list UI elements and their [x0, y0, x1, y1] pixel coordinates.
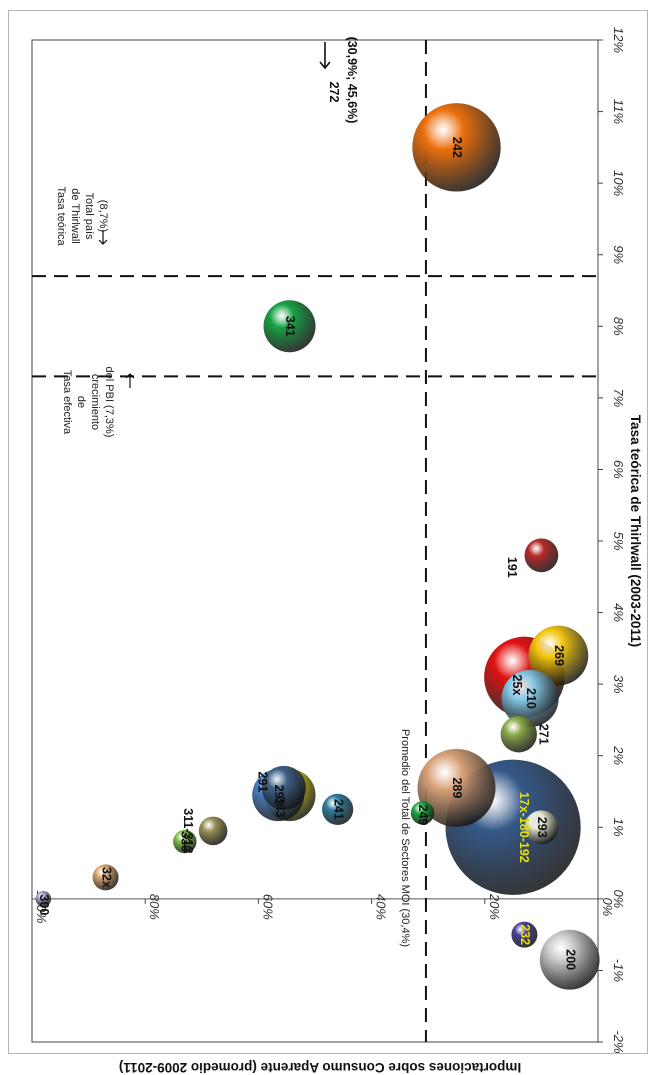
reference-annotation: de — [75, 396, 87, 408]
bubble — [500, 716, 537, 753]
x-tick-label: 3% — [611, 675, 626, 694]
bubble-label: 343 — [273, 797, 287, 818]
bubble-label: 17x-180-192 — [517, 792, 531, 863]
y-tick-label: 20% — [487, 893, 502, 920]
x-tick-label: 1% — [611, 818, 626, 837]
bubble-label: 210 — [524, 688, 538, 709]
reference-annotation: crecimiento — [89, 374, 101, 430]
x-tick-label: 8% — [611, 317, 626, 336]
bubble-label: 271 — [536, 724, 550, 745]
bubble — [501, 669, 559, 728]
bubble — [528, 625, 589, 686]
bubble-label: 341 — [283, 316, 297, 337]
bubble-label: 249 — [416, 805, 430, 826]
x-tick-label: 6% — [611, 460, 626, 479]
reference-annotation: (8,7%) — [97, 200, 109, 232]
bubble-label: 232 — [518, 924, 532, 945]
bubble — [35, 891, 52, 907]
x-tick-label: 10% — [611, 170, 626, 196]
y-tick-label: 0% — [600, 897, 615, 916]
bubble-label: 300 — [37, 894, 51, 915]
x-tick-label: -1% — [611, 959, 626, 982]
reference-annotation: del PBI (7,3%) — [103, 367, 115, 438]
x-tick-label: 12% — [611, 27, 626, 53]
reference-arrow — [98, 230, 108, 245]
bubble-label: 292 — [272, 785, 286, 806]
bubble-label: 25x — [510, 675, 524, 696]
reference-arrow — [125, 373, 135, 388]
reference-annotation: Promedio del Total de Sectores MOI (30,4… — [399, 729, 411, 947]
y-axis-title: Importaciones sobre Consumo Aparente (pr… — [119, 1060, 521, 1075]
bubble-label: 330 — [179, 831, 193, 852]
bubble-label: 289 — [450, 777, 464, 798]
offchart-arrow — [319, 42, 331, 70]
x-tick-label: 0% — [611, 889, 626, 908]
bubble — [322, 793, 354, 825]
x-tick-label: 7% — [611, 388, 626, 407]
bubble — [539, 929, 600, 990]
bubble — [198, 816, 228, 846]
x-tick-label: 9% — [611, 245, 626, 264]
bubble — [511, 921, 538, 948]
offchart-label: 272 — [327, 82, 341, 103]
bubble-label: 191 — [505, 557, 519, 578]
bubble-label: 32x — [99, 867, 113, 888]
y-tick-label: 60% — [260, 894, 275, 920]
bubble-label: 291 — [256, 771, 270, 792]
plot-area: -2% -1% 0% 1% 2% 3% 4% 5% 6% 7% 8% 9% 10% 11% 12% 0% 20%… — [31, 27, 643, 1075]
bubble — [524, 538, 559, 573]
y-tick-label: 40% — [374, 894, 389, 920]
y-tick-label: 80% — [147, 894, 162, 920]
x-axis-title: Tasa teórica de Thirlwall (2003-2011) — [628, 415, 643, 647]
bubble-label: 293 — [535, 817, 549, 838]
x-tick-label: 11% — [611, 99, 626, 124]
reference-annotation: Tasa efectiva — [61, 370, 73, 435]
bubble — [263, 300, 316, 353]
reference-annotation: Total país — [83, 192, 95, 240]
x-tick-label: 4% — [611, 603, 626, 622]
bubble — [417, 748, 496, 827]
bubble — [92, 864, 119, 891]
bubble-label: 242 — [450, 137, 464, 158]
bubble — [412, 103, 501, 192]
offchart-detail: (30,9%; 45,6%) — [345, 37, 359, 124]
bubble-label: 311-312 — [181, 808, 195, 853]
reference-annotation: de Thirlwall — [69, 188, 81, 243]
reference-annotation: Tasa teórica — [55, 186, 67, 246]
chart-frame — [8, 10, 648, 1054]
x-tick-label: 2% — [611, 745, 626, 765]
bubble — [524, 810, 559, 845]
bubble-label: 241 — [331, 799, 345, 820]
bubble — [261, 765, 306, 811]
bubble — [410, 801, 435, 825]
x-tick-label: -2% — [611, 1030, 626, 1053]
x-tick-label: 5% — [611, 532, 626, 551]
bubble-label: 200 — [563, 949, 577, 970]
bubble — [173, 829, 197, 854]
bubble-label: 269 — [552, 645, 566, 666]
